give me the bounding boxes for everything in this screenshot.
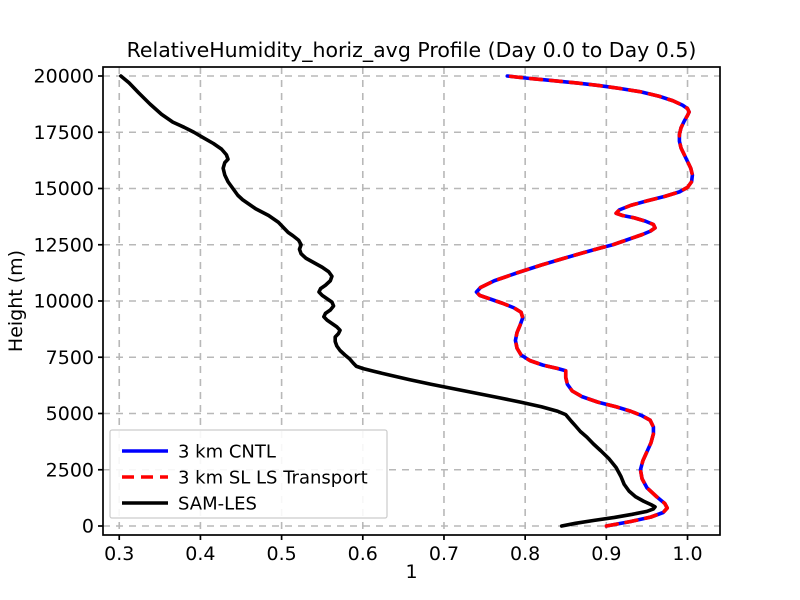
legend-label-1: 3 km SL LS Transport — [178, 468, 368, 489]
axis-tick-labels: 0.3 0.4 0.5 0.6 0.7 0.8 0.9 1.0 0 2500 5000 7500 100… — [34, 66, 703, 566]
legend-background — [109, 429, 388, 519]
chart-title: RelativeHumidity_horiz_avg Profile (Day … — [127, 38, 697, 63]
plot-frame — [102, 66, 721, 536]
chart-legend[interactable]: 3 km CNTL 3 km SL LS Transport SAM-LES — [109, 429, 388, 519]
y-tick-label: 10000 — [34, 291, 94, 313]
y-tick-label: 0 — [82, 516, 94, 538]
x-tick-label: 0.6 — [348, 543, 378, 565]
y-tick-label: 17500 — [34, 122, 94, 144]
data-series-layer — [119, 74, 695, 528]
y-tick-label: 20000 — [34, 66, 94, 88]
y-tick-label: 5000 — [46, 403, 94, 425]
y-tick-label: 2500 — [46, 459, 94, 481]
y-tick-label: 15000 — [34, 178, 94, 200]
series-line-1 — [474, 74, 695, 528]
x-tick-label: 0.4 — [185, 543, 215, 565]
series-line-2 — [119, 74, 657, 528]
x-tick-label: 1.0 — [672, 543, 702, 565]
legend-label-0: 3 km CNTL — [178, 442, 276, 463]
x-tick-label: 0.8 — [510, 543, 540, 565]
legend-label-2: SAM-LES — [178, 494, 257, 515]
x-axis-label: 1 — [405, 561, 417, 583]
x-tick-label: 0.7 — [429, 543, 459, 565]
x-tick-label: 0.3 — [104, 543, 134, 565]
x-tick-label: 0.5 — [266, 543, 296, 565]
y-tick-label: 12500 — [34, 234, 94, 256]
y-tick-label: 7500 — [46, 347, 94, 369]
y-axis-label: Height (m) — [5, 250, 27, 352]
axes-spines — [102, 66, 721, 536]
x-tick-label: 0.9 — [591, 543, 621, 565]
